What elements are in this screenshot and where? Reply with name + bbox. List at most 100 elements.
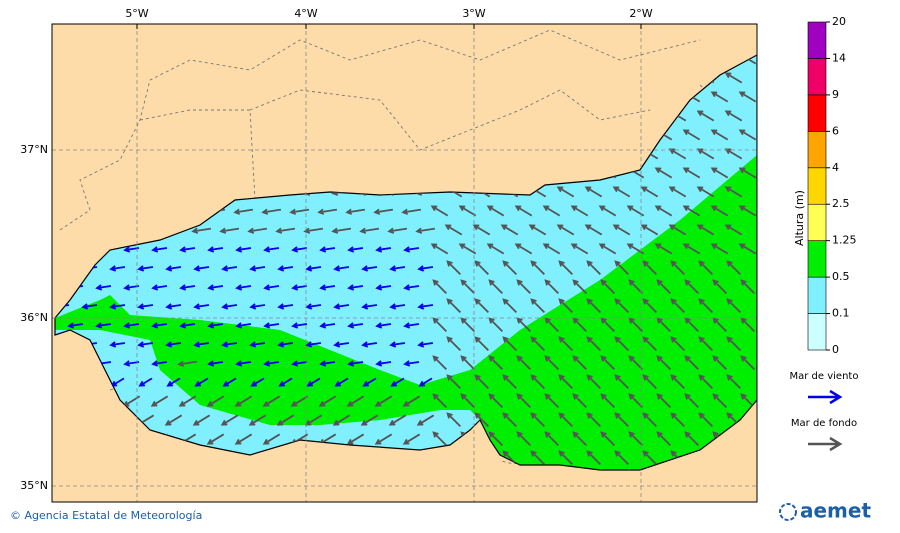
colorbar-label: 0.5 <box>832 270 850 283</box>
arrow <box>684 393 700 409</box>
graticule <box>52 24 757 502</box>
arrow <box>682 205 701 217</box>
arrow <box>375 284 392 291</box>
arrow <box>277 303 294 310</box>
arrow <box>235 284 252 291</box>
arrow <box>109 303 126 310</box>
arrow <box>347 284 364 291</box>
arrow <box>235 322 252 329</box>
arrow <box>417 341 434 348</box>
arrow <box>446 412 462 428</box>
arrow <box>516 393 532 409</box>
arrow <box>654 243 673 255</box>
arrow <box>544 317 560 333</box>
arrow <box>614 450 630 466</box>
arrow <box>417 265 434 272</box>
arrow <box>726 298 742 314</box>
arrow <box>614 336 630 352</box>
arrow <box>710 91 729 103</box>
arrow <box>472 224 491 236</box>
arrow <box>346 433 365 445</box>
logo-text: aemet <box>800 499 871 523</box>
legend-arrow <box>808 389 843 405</box>
arrow <box>530 298 546 314</box>
arrow <box>600 431 616 447</box>
colorbar-label: 2.5 <box>832 197 850 210</box>
arrow <box>696 110 715 122</box>
arrow <box>235 360 252 367</box>
arrow <box>460 317 476 333</box>
arrow <box>738 205 757 217</box>
arrow <box>362 377 377 387</box>
arrow <box>572 317 588 333</box>
arrow <box>291 284 308 291</box>
arrow <box>558 260 574 276</box>
arrow <box>738 243 757 255</box>
arrow <box>502 336 518 352</box>
colorbar-segment <box>807 94 827 132</box>
arrow <box>682 243 701 255</box>
arrow <box>558 412 574 428</box>
arrow <box>305 265 322 272</box>
arrow <box>123 322 140 329</box>
arrow <box>586 450 602 466</box>
arrow <box>137 303 154 310</box>
arrow <box>151 360 168 367</box>
arrow <box>572 431 588 447</box>
arrow <box>234 433 253 445</box>
map-frame <box>51 23 758 503</box>
arrow <box>642 412 658 428</box>
arrow <box>740 279 756 295</box>
arrow <box>656 393 672 409</box>
arrow <box>165 265 182 272</box>
arrow <box>262 395 281 407</box>
arrow <box>698 412 714 428</box>
arrow <box>614 374 630 390</box>
arrow <box>150 395 169 407</box>
colorbar-segment <box>807 58 827 96</box>
colorbar-label: 4 <box>832 161 839 174</box>
arrow <box>179 246 196 253</box>
arrow <box>614 412 630 428</box>
lat-label: 37°N <box>20 143 48 156</box>
arrow <box>432 431 448 447</box>
arrow <box>319 322 336 329</box>
arrow <box>628 279 644 295</box>
arrow <box>403 246 420 253</box>
arrow <box>572 393 588 409</box>
arrow <box>724 110 743 122</box>
arrow <box>654 205 673 217</box>
arrow <box>403 322 420 329</box>
arrow <box>710 243 729 255</box>
arrow <box>458 243 477 255</box>
arrow <box>488 317 504 333</box>
arrow <box>558 374 574 390</box>
arrow <box>375 246 392 253</box>
arrow <box>177 360 198 367</box>
arrow <box>628 393 644 409</box>
arrow <box>347 360 364 367</box>
lat-label: 36°N <box>20 311 48 324</box>
arrow <box>612 224 631 236</box>
arrow <box>668 186 687 198</box>
arrow <box>137 341 154 348</box>
arrow <box>207 360 224 367</box>
arrow <box>726 260 742 276</box>
arrow <box>345 208 366 215</box>
arrow <box>614 298 630 314</box>
arrow <box>530 450 546 466</box>
arrow <box>516 431 532 447</box>
arrow <box>361 303 378 310</box>
arrow <box>333 341 350 348</box>
arrow <box>516 355 532 371</box>
arrow <box>333 303 350 310</box>
arrow <box>375 322 392 329</box>
arrow <box>193 303 210 310</box>
arrow <box>306 377 321 387</box>
arrow <box>502 298 518 314</box>
arrow <box>514 243 533 255</box>
arrow <box>486 205 505 217</box>
arrow <box>151 284 168 291</box>
arrow <box>390 377 405 387</box>
